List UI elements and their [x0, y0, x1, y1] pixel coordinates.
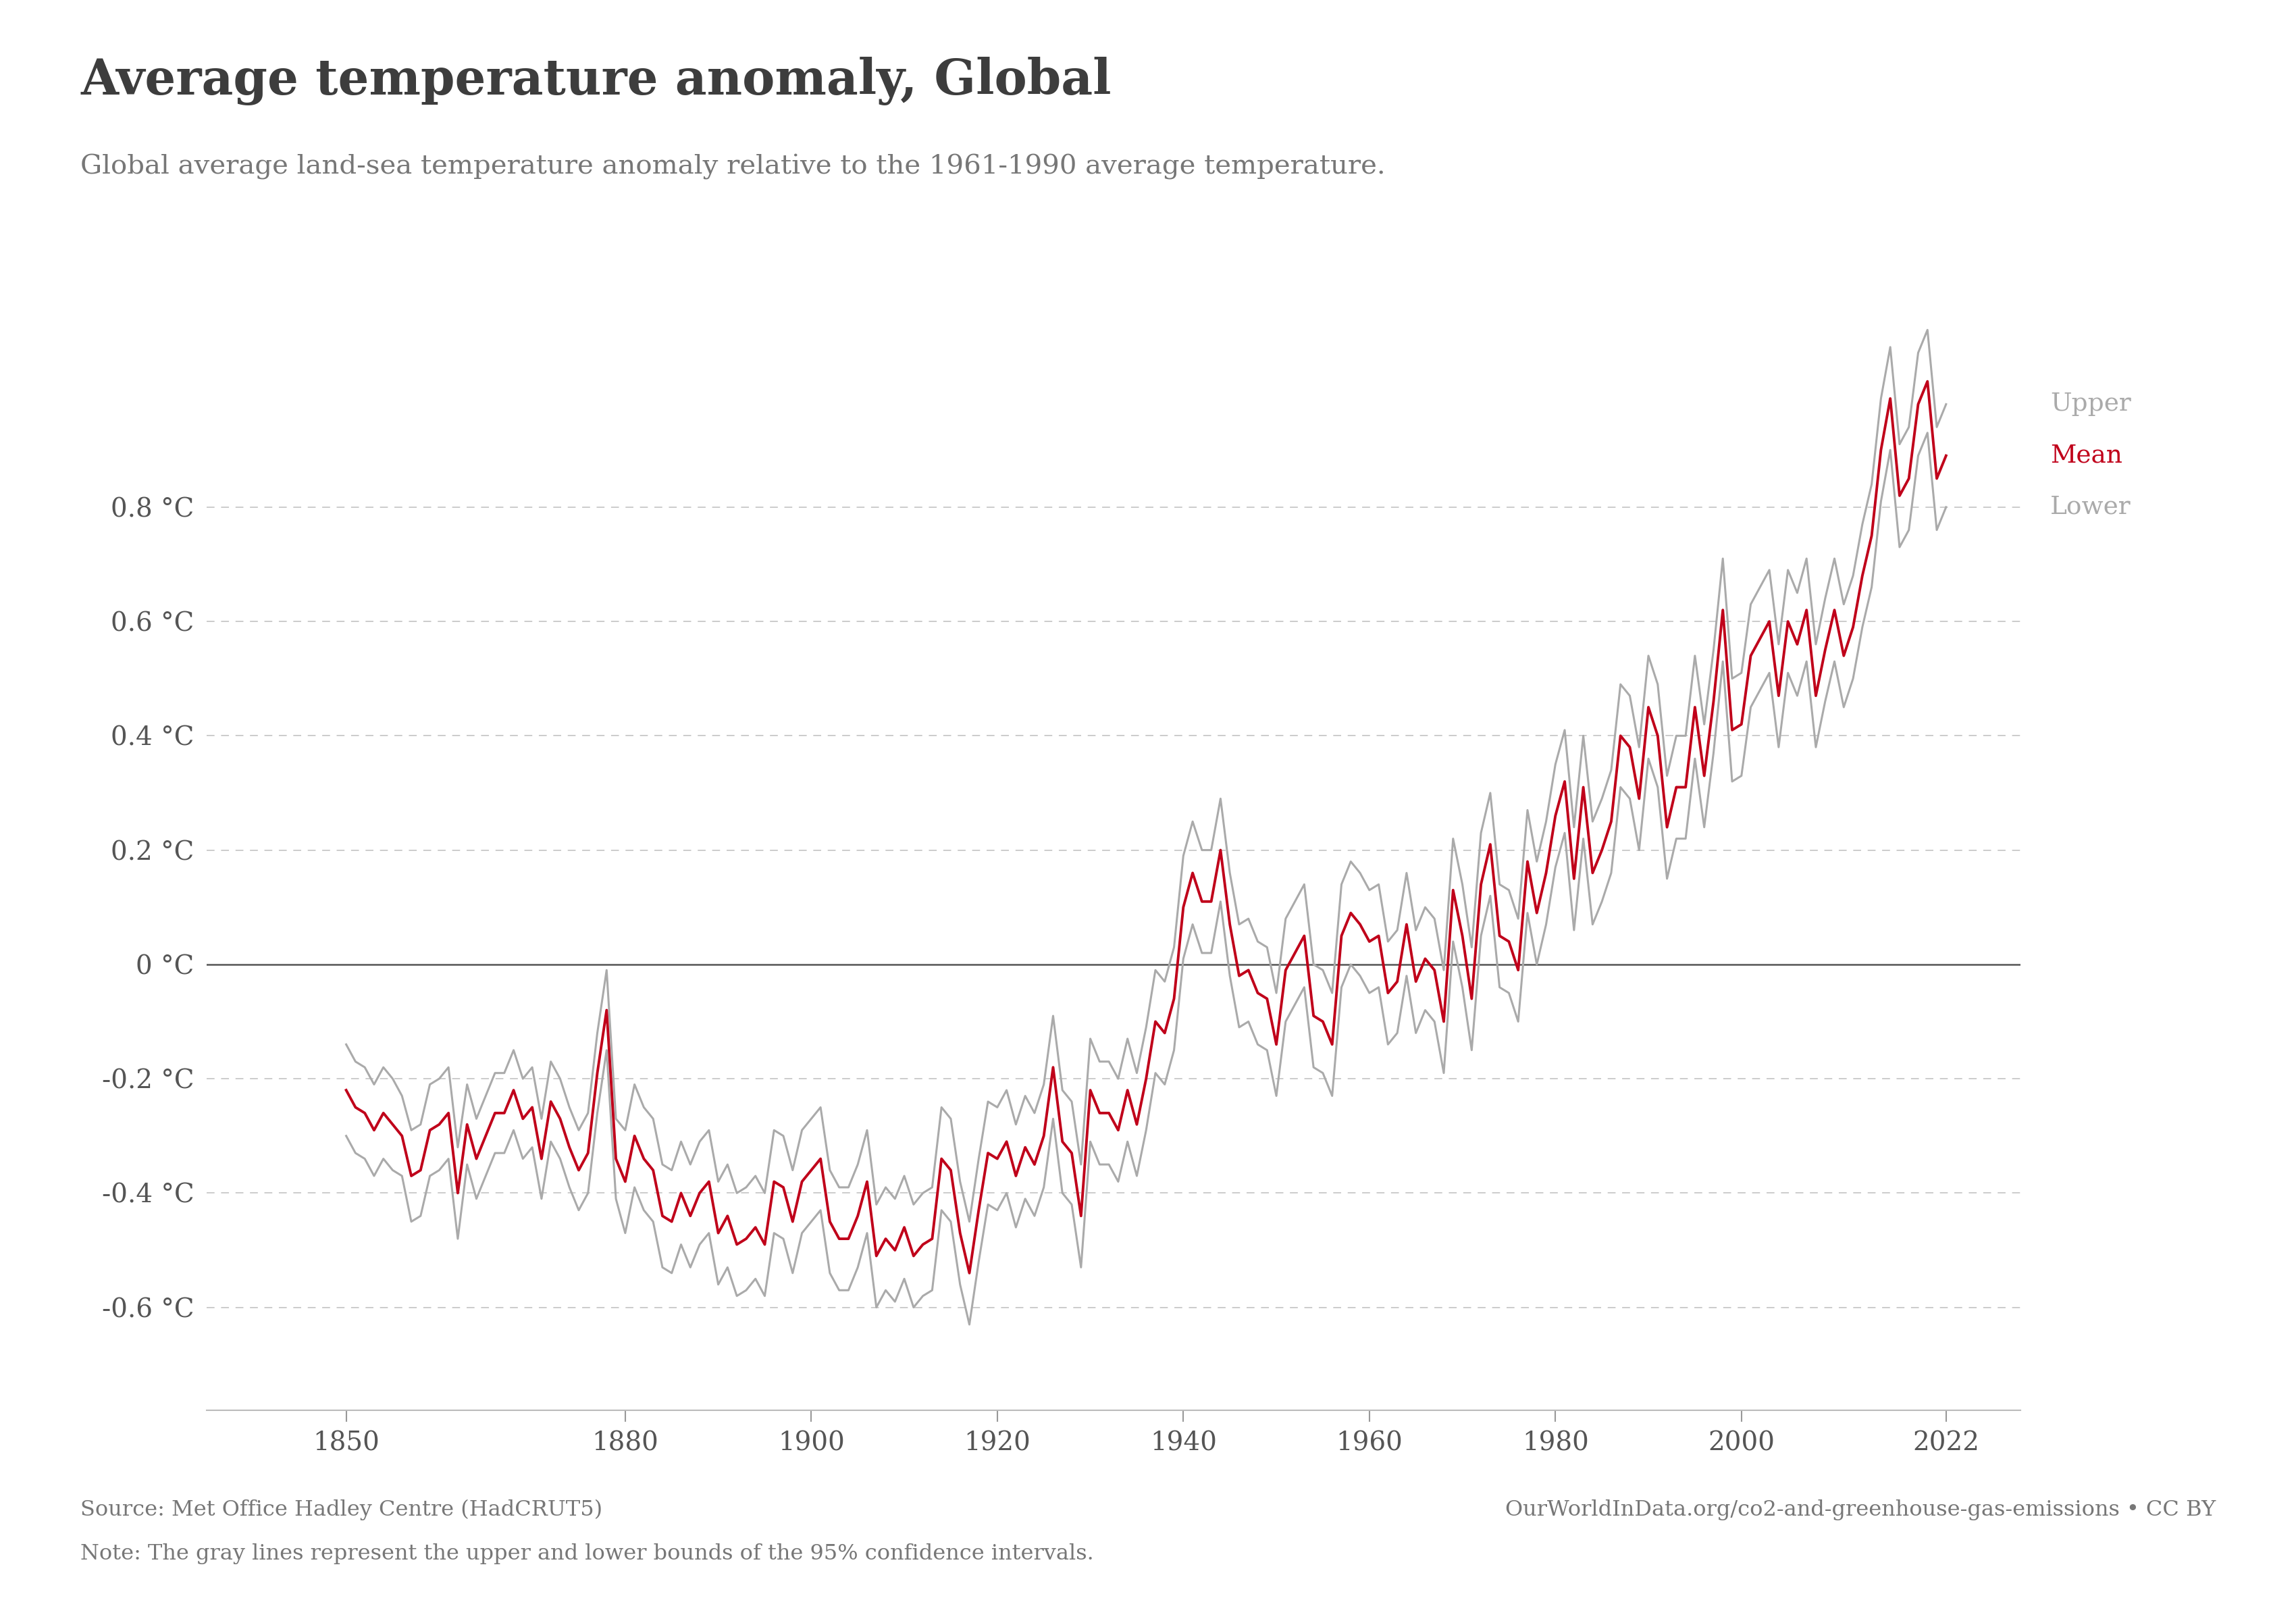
Text: Mean: Mean: [2050, 444, 2122, 468]
Text: Note: The gray lines represent the upper and lower bounds of the 95% confidence : Note: The gray lines represent the upper…: [80, 1543, 1093, 1564]
Text: Our World: Our World: [2066, 71, 2195, 92]
Text: Source: Met Office Hadley Centre (HadCRUT5): Source: Met Office Hadley Centre (HadCRU…: [80, 1499, 602, 1520]
Text: Average temperature anomaly, Global: Average temperature anomaly, Global: [80, 57, 1111, 105]
Text: Global average land-sea temperature anomaly relative to the 1961-1990 average te: Global average land-sea temperature anom…: [80, 154, 1384, 180]
Text: Upper: Upper: [2050, 392, 2131, 417]
Text: in Data: in Data: [2085, 128, 2177, 151]
Text: Lower: Lower: [2050, 494, 2131, 519]
Text: OurWorldInData.org/co2-and-greenhouse-gas-emissions • CC BY: OurWorldInData.org/co2-and-greenhouse-ga…: [1506, 1499, 2216, 1520]
